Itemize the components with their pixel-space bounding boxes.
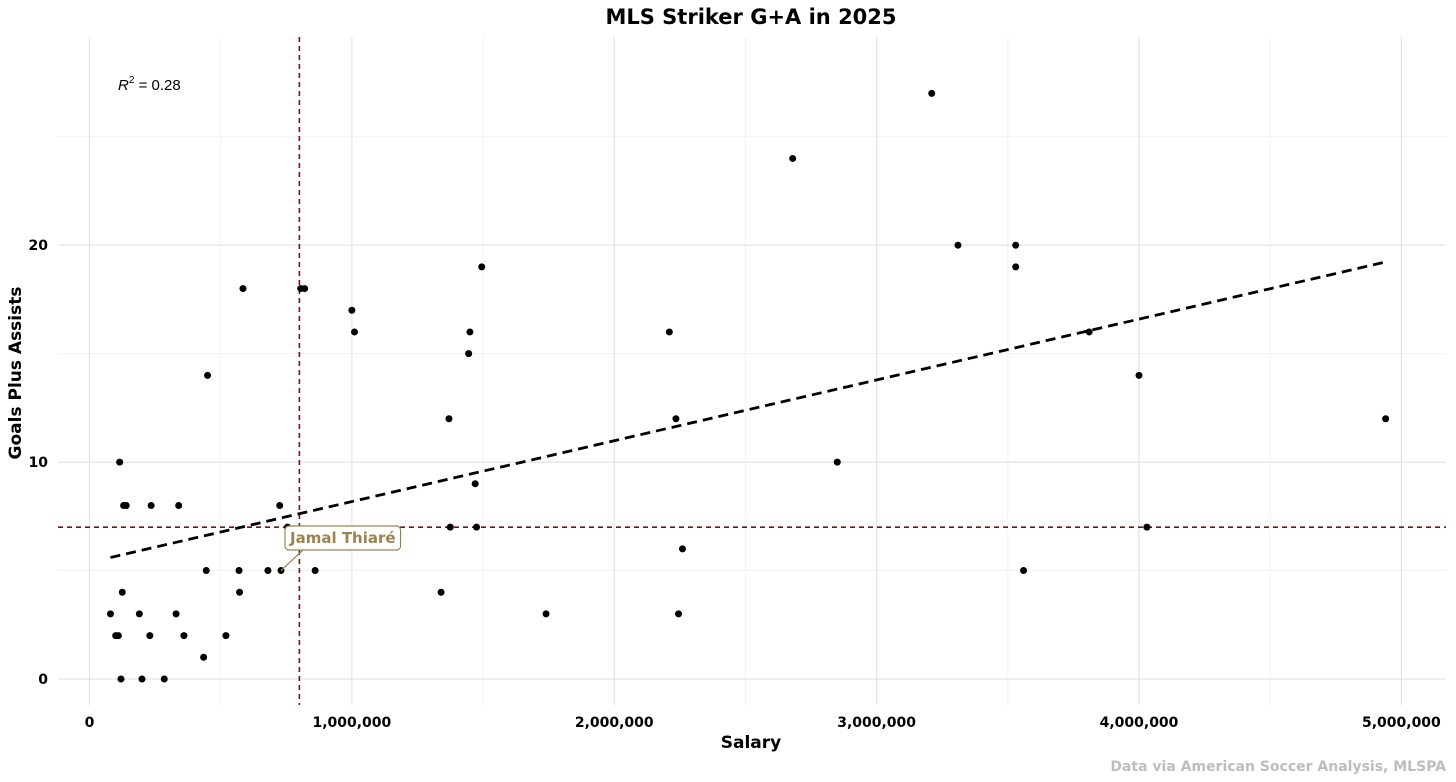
y-tick-label: 0 <box>38 672 48 688</box>
data-point <box>446 523 454 531</box>
data-point <box>542 610 550 618</box>
r-squared-annotation: R2 = 0.28 <box>118 75 181 94</box>
data-point <box>789 154 797 162</box>
x-tick-label: 4,000,000 <box>1100 715 1179 731</box>
y-tick-label: 10 <box>29 455 49 471</box>
data-point <box>114 632 122 640</box>
y-axis-title: Goals Plus Assists <box>6 287 26 460</box>
data-point <box>200 653 208 661</box>
data-point <box>466 328 474 336</box>
data-point <box>180 632 188 640</box>
data-point <box>122 501 130 509</box>
annotation-leader-line <box>280 549 304 571</box>
data-point <box>146 632 154 640</box>
data-point <box>1012 263 1020 271</box>
x-tick-label: 2,000,000 <box>575 715 654 731</box>
highlight-annotation: Jamal Thiaré <box>280 525 402 571</box>
data-point <box>1085 328 1093 336</box>
data-point <box>471 480 479 488</box>
data-point <box>348 306 356 314</box>
annotation-label: Jamal Thiaré <box>289 529 396 547</box>
data-point <box>235 567 243 575</box>
data-point <box>445 415 453 423</box>
data-point <box>236 588 244 596</box>
r-squared-symbol: R <box>118 77 129 94</box>
x-tick-label: 0 <box>85 715 95 731</box>
grid <box>58 37 1446 705</box>
r-squared-exponent: 2 <box>129 75 135 86</box>
data-points <box>106 89 1390 683</box>
trendline <box>110 261 1384 559</box>
data-point <box>116 458 124 466</box>
data-point <box>160 675 168 683</box>
data-point <box>472 523 480 531</box>
axis-ticks: 0 1,000,000 2,000,000 3,000,000 4,000,000 5,0… <box>29 238 1442 731</box>
data-point <box>928 89 936 97</box>
x-tick-label: 5,000,000 <box>1362 715 1441 731</box>
data-point <box>222 632 230 640</box>
data-point <box>1143 523 1151 531</box>
data-point <box>117 675 125 683</box>
data-point <box>678 545 686 553</box>
x-axis-title: Salary <box>721 733 781 753</box>
data-point <box>1382 415 1390 423</box>
r-squared-value: = 0.28 <box>134 77 180 94</box>
data-point <box>264 567 272 575</box>
data-point <box>1135 371 1143 379</box>
data-point <box>1012 241 1020 249</box>
annotation-label-box <box>284 525 402 551</box>
data-point <box>672 415 680 423</box>
data-point <box>465 350 473 358</box>
data-point <box>106 610 114 618</box>
data-point <box>954 241 962 249</box>
data-point <box>175 501 183 509</box>
data-point <box>276 501 284 509</box>
data-point <box>833 458 841 466</box>
x-tick-label: 1,000,000 <box>312 715 391 731</box>
caption: Data via American Soccer Analysis, MLSPA <box>1110 759 1446 775</box>
data-point <box>239 285 247 293</box>
data-point <box>437 588 445 596</box>
chart-title: MLS Striker G+A in 2025 <box>605 5 896 29</box>
y-tick-label: 20 <box>29 238 49 254</box>
x-tick-label: 3,000,000 <box>837 715 916 731</box>
data-point <box>147 501 155 509</box>
data-point <box>350 328 358 336</box>
median-lines <box>58 37 1446 705</box>
data-point <box>135 610 143 618</box>
data-point <box>202 567 210 575</box>
data-point <box>1020 567 1028 575</box>
data-point <box>675 610 683 618</box>
data-point <box>311 567 319 575</box>
trendline-path <box>110 261 1384 559</box>
data-point <box>118 588 126 596</box>
data-point <box>665 328 673 336</box>
data-point <box>172 610 180 618</box>
data-point <box>478 263 486 271</box>
data-point <box>138 675 146 683</box>
data-point <box>204 371 212 379</box>
data-point <box>301 285 309 293</box>
